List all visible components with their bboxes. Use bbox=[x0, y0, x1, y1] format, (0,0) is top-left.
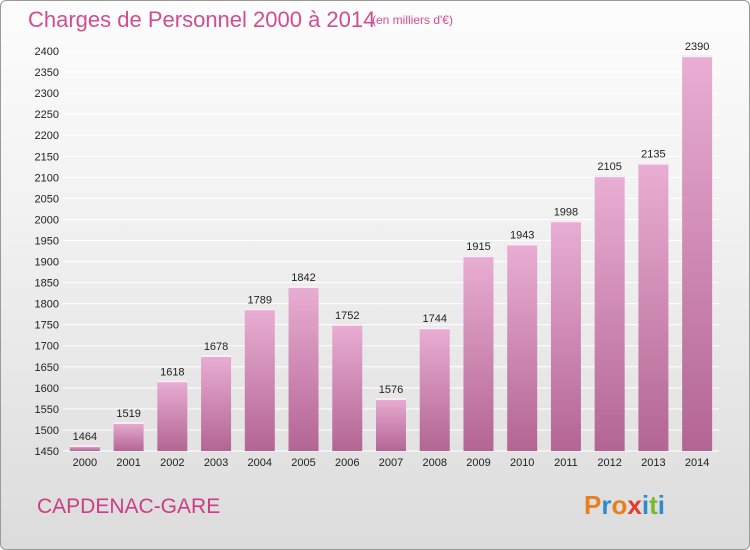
logo-letter: i bbox=[641, 490, 650, 520]
x-tick-label-2005: 2005 bbox=[291, 457, 315, 469]
data-label-2014: 2390 bbox=[685, 41, 709, 53]
data-labels: 1464 1519 1618 1678 1789 1842 1752 1576 1744 1915… bbox=[73, 41, 710, 443]
data-label-2003: 1678 bbox=[204, 341, 228, 353]
logo-letter: P bbox=[584, 490, 602, 520]
x-tick-label-2000: 2000 bbox=[73, 457, 97, 469]
y-tick-label: 2150 bbox=[35, 151, 59, 163]
x-tick-label-2013: 2013 bbox=[641, 457, 665, 469]
bar-2008 bbox=[419, 327, 450, 451]
bar-top-edge bbox=[288, 285, 319, 288]
x-tick-label-2006: 2006 bbox=[335, 457, 359, 469]
bar-top-edge bbox=[69, 445, 100, 448]
y-tick-label: 1550 bbox=[35, 404, 59, 416]
bar-top-edge bbox=[157, 380, 188, 383]
data-label-2009: 1915 bbox=[466, 241, 490, 253]
bar-top-edge bbox=[244, 308, 275, 311]
x-tick-label-2010: 2010 bbox=[510, 457, 534, 469]
y-tick-label: 1500 bbox=[35, 425, 59, 437]
bar-2013 bbox=[638, 162, 669, 451]
y-tick-label: 2050 bbox=[35, 193, 59, 205]
bar-top-edge bbox=[507, 243, 538, 246]
data-label-2006: 1752 bbox=[335, 310, 359, 322]
bar-2007 bbox=[376, 397, 406, 451]
bar-2005 bbox=[288, 285, 319, 451]
data-label-2008: 1744 bbox=[422, 313, 446, 325]
bar-2004 bbox=[244, 308, 275, 451]
bar-2003 bbox=[201, 355, 232, 451]
bar-2009 bbox=[463, 255, 494, 451]
y-tick-label: 2300 bbox=[35, 88, 59, 100]
x-tick-label-2008: 2008 bbox=[422, 457, 446, 469]
data-label-2011: 1998 bbox=[554, 206, 578, 218]
x-tick-label-2002: 2002 bbox=[160, 457, 184, 469]
y-tick-label: 2400 bbox=[35, 46, 59, 58]
chart-title: Charges de Personnel 2000 à 2014 bbox=[28, 7, 376, 32]
bar-2001 bbox=[113, 421, 144, 451]
y-tick-label: 2250 bbox=[35, 109, 59, 121]
bar-top-edge bbox=[463, 255, 494, 258]
bar-top-edge bbox=[332, 323, 363, 326]
y-tick-label: 2200 bbox=[35, 130, 59, 142]
data-label-2002: 1618 bbox=[160, 366, 184, 378]
x-tick-label-2014: 2014 bbox=[685, 457, 709, 469]
y-tick-label: 1600 bbox=[35, 383, 59, 395]
logo-letter: x bbox=[627, 490, 642, 520]
logo-letter: t bbox=[649, 490, 658, 520]
data-label-2005: 1842 bbox=[291, 272, 315, 284]
x-tick-label-2007: 2007 bbox=[379, 457, 403, 469]
chart-subtitle: (en milliers d'€) bbox=[372, 13, 453, 27]
bar-2011 bbox=[550, 220, 581, 451]
bar-top-edge bbox=[594, 175, 625, 178]
y-tick-label: 2100 bbox=[35, 172, 59, 184]
bar-2012 bbox=[594, 175, 625, 452]
data-label-2000: 1464 bbox=[73, 431, 97, 443]
y-tick-label: 1850 bbox=[35, 278, 59, 290]
bar-top-edge bbox=[419, 327, 450, 330]
y-tick-label: 2000 bbox=[35, 214, 59, 226]
bar-top-edge bbox=[550, 220, 581, 223]
x-axis-ticks: 2000 2001 2002 2003 2004 2005 2006 2007 2008 2009… bbox=[73, 457, 710, 469]
y-tick-label: 1450 bbox=[35, 446, 59, 458]
x-tick-label-2003: 2003 bbox=[204, 457, 228, 469]
x-tick-label-2001: 2001 bbox=[116, 457, 140, 469]
y-tick-label: 2350 bbox=[35, 67, 59, 79]
bar-2002 bbox=[157, 380, 188, 451]
bar-2010 bbox=[507, 243, 538, 451]
data-label-2012: 2105 bbox=[597, 161, 621, 173]
y-tick-label: 1750 bbox=[35, 320, 59, 332]
data-label-2013: 2135 bbox=[641, 149, 665, 161]
bar-top-edge bbox=[201, 355, 232, 357]
bar-top-edge bbox=[638, 162, 669, 165]
bars bbox=[69, 55, 713, 452]
y-tick-label: 1800 bbox=[35, 299, 59, 311]
data-label-2010: 1943 bbox=[510, 229, 534, 241]
y-tick-label: 1650 bbox=[35, 362, 59, 374]
logo-letter: o bbox=[611, 490, 628, 520]
proxiti-logo: Proxiti bbox=[584, 490, 665, 521]
logo-letter: r bbox=[601, 490, 612, 520]
x-tick-label-2004: 2004 bbox=[248, 457, 272, 469]
logo-letter: i bbox=[657, 490, 665, 520]
y-tick-label: 1900 bbox=[35, 257, 59, 269]
bar-2006 bbox=[332, 323, 363, 451]
x-tick-label-2009: 2009 bbox=[466, 457, 490, 469]
data-label-2004: 1789 bbox=[248, 294, 272, 306]
bar-top-edge bbox=[682, 55, 713, 58]
x-tick-label-2011: 2011 bbox=[554, 457, 578, 469]
commune-name: CAPDENAC-GARE bbox=[37, 495, 221, 518]
data-label-2007: 1576 bbox=[379, 384, 403, 396]
bar-top-edge bbox=[376, 397, 406, 400]
y-axis-ticks: 1450 1500 1550 1600 1650 1700 1750 1800 1850 1900… bbox=[35, 46, 59, 458]
data-label-2001: 1519 bbox=[116, 408, 140, 420]
bar-2014 bbox=[682, 55, 713, 452]
bar-top-edge bbox=[113, 421, 144, 424]
bar-2000 bbox=[69, 445, 100, 451]
x-tick-label-2012: 2012 bbox=[597, 457, 621, 469]
y-tick-label: 1700 bbox=[35, 341, 59, 353]
y-tick-label: 1950 bbox=[35, 235, 59, 247]
